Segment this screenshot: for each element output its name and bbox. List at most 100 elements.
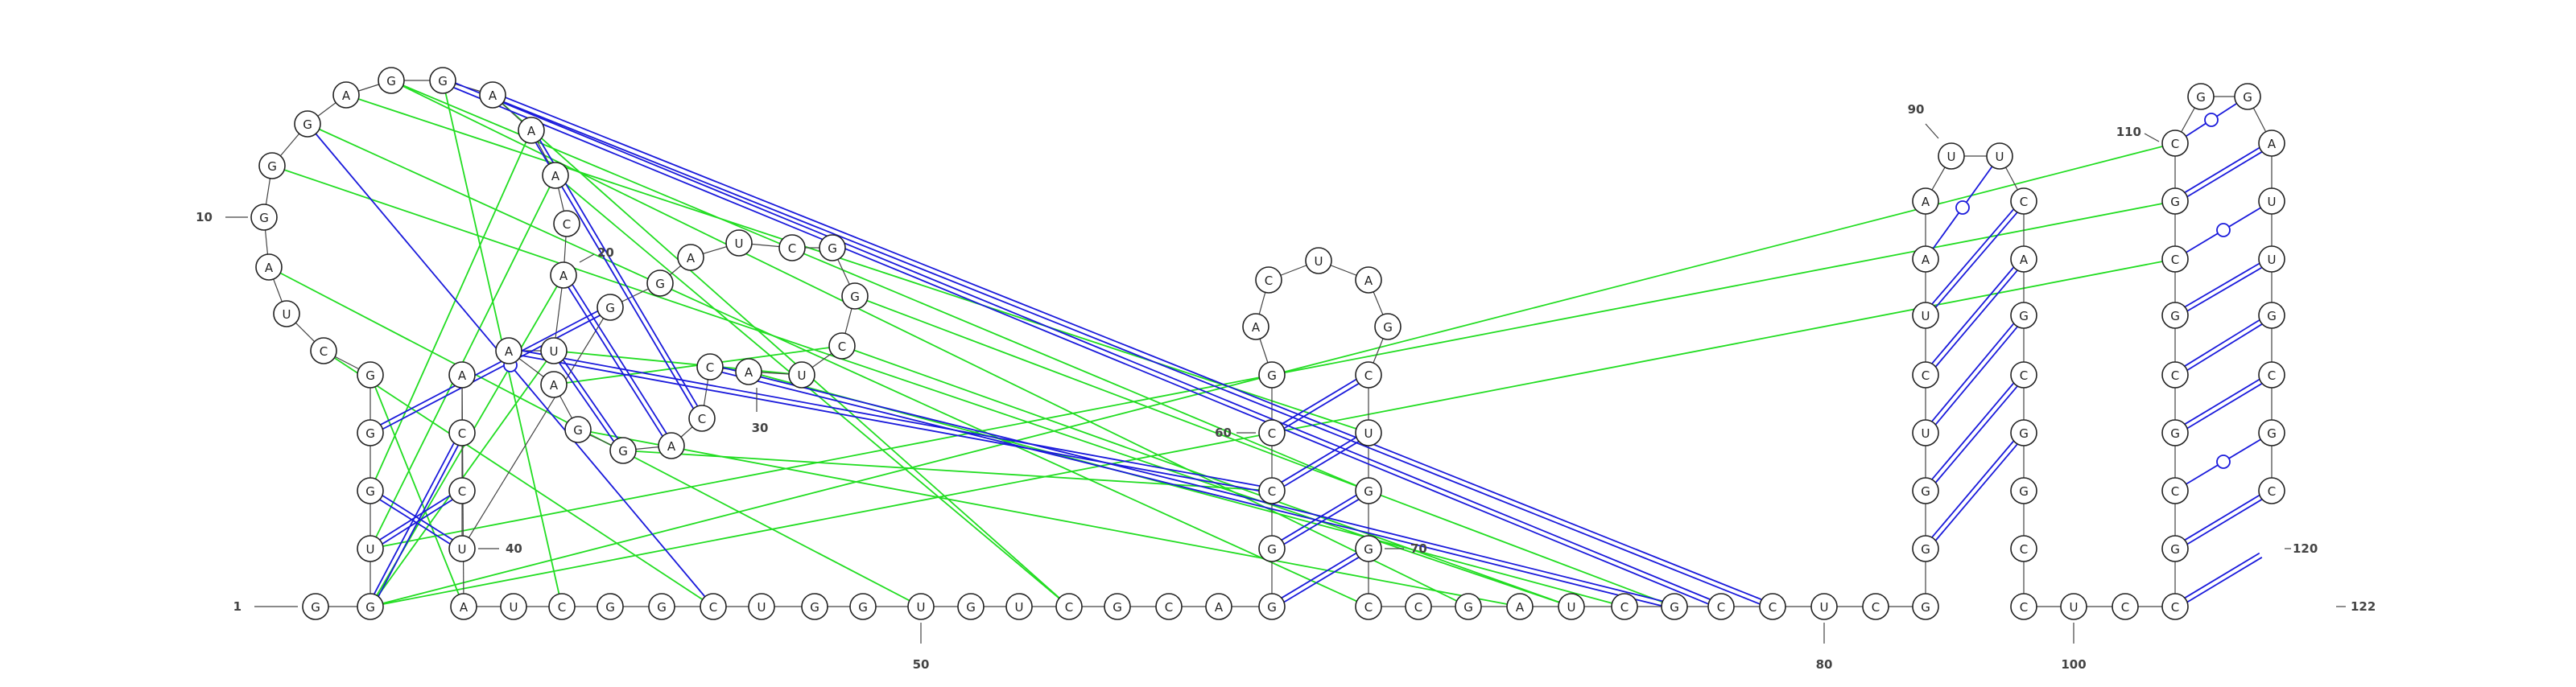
nucleotide-letter: C <box>709 600 717 615</box>
nucleotide-circle <box>448 361 476 389</box>
nucleotide-letter: C <box>2171 368 2179 383</box>
nucleotide-circle <box>2161 245 2189 273</box>
nucleotide-circle <box>378 67 405 94</box>
nucleotide-letter: A <box>2020 253 2029 267</box>
nucleotide: C <box>1862 593 1889 620</box>
nucleotide-letter: G <box>438 74 448 88</box>
nucleotide-circle <box>1374 313 1402 340</box>
nucleotide-letter: G <box>605 600 615 615</box>
nucleotide: G <box>597 294 624 321</box>
nucleotide-letter: C <box>1364 600 1373 615</box>
nucleotide-letter: U <box>510 600 518 615</box>
nucleotide-circle <box>542 162 569 189</box>
tertiary-interaction-line <box>369 130 532 492</box>
nucleotide-circle <box>828 332 856 360</box>
nucleotide-circle <box>2010 535 2037 562</box>
nucleotide-circle <box>1661 593 1688 620</box>
gu-pair-symbol <box>2216 223 2231 237</box>
nucleotide-letter: G <box>2019 426 2029 441</box>
nucleotide-circle <box>2258 361 2285 389</box>
nucleotide-circle <box>2258 477 2285 504</box>
position-number: 110 <box>2116 125 2141 139</box>
nucleotide-circle <box>294 110 321 138</box>
nucleotide-circle <box>2187 83 2215 110</box>
nucleotide-circle <box>1205 593 1232 620</box>
tertiary-interaction-line <box>369 374 464 607</box>
nucleotide-letter: C <box>1769 600 1777 615</box>
nucleotide: U <box>725 229 753 257</box>
nucleotide-letter: G <box>1267 542 1277 557</box>
nucleotide-circle <box>646 269 674 297</box>
nucleotide: C <box>2161 361 2189 389</box>
canonical-pair-line <box>721 371 1662 607</box>
nucleotide: C <box>1255 266 1282 294</box>
nucleotide-circle <box>2234 83 2261 110</box>
canonical-pair-line <box>2186 266 2263 312</box>
tertiary-interaction-line <box>577 429 1521 607</box>
nucleotide-letter: G <box>2243 90 2252 105</box>
nucleotide-letter: A <box>527 124 536 138</box>
nucleotide: A <box>1506 593 1534 620</box>
nucleotide: U <box>448 535 476 562</box>
nucleotide-letter: G <box>858 600 868 615</box>
position-number: 40 <box>506 541 522 556</box>
nucleotide-circle <box>1355 593 1382 620</box>
gu-pair-symbol <box>2216 455 2231 469</box>
nucleotide: U <box>1912 302 1939 329</box>
canonical-pair-line <box>379 499 451 545</box>
position-number: 30 <box>752 421 769 435</box>
nucleotide-circle <box>1912 593 1939 620</box>
nucleotide-letter: C <box>458 484 466 499</box>
nucleotide-circle <box>2161 535 2189 562</box>
nucleotide-letter: A <box>2268 137 2277 151</box>
nucleotide-letter: C <box>1265 274 1273 288</box>
canonical-pair-line <box>723 367 1663 603</box>
canonical-pair-line <box>1281 552 1357 599</box>
nucleotide: A <box>677 244 704 271</box>
nucleotide: U <box>500 593 527 620</box>
nucleotide-letter: A <box>1922 253 1930 267</box>
nucleotide-letter: C <box>1620 600 1629 615</box>
numbering-tick <box>579 253 595 263</box>
nucleotide-circle <box>448 535 476 562</box>
numbering-tick <box>2144 133 2160 142</box>
nucleotide-letter: A <box>745 365 753 380</box>
nucleotide-letter: A <box>489 88 497 103</box>
nucleotide-letter: G <box>1921 600 1930 615</box>
nucleotide: G <box>1661 593 1688 620</box>
nucleotide: C <box>2010 187 2037 215</box>
nucleotide: G <box>1355 535 1382 562</box>
nucleotide-letter: G <box>850 290 860 304</box>
nucleotide: C <box>1258 419 1286 446</box>
nucleotide-circle <box>564 416 592 443</box>
canonical-pair-line <box>2186 383 2263 430</box>
nucleotide-circle <box>700 593 727 620</box>
nucleotide-circle <box>1258 593 1286 620</box>
nucleotide-letter: C <box>458 426 466 441</box>
nucleotide: A <box>332 81 360 109</box>
nucleotide-circle <box>2161 130 2189 157</box>
nucleotide-letter: G <box>259 211 269 225</box>
nucleotide-circle <box>648 593 675 620</box>
nucleotide-letter: U <box>1922 426 1930 441</box>
nucleotide-letter: A <box>1252 320 1261 335</box>
nucleotide-circle <box>2010 477 2037 504</box>
nucleotide-circle <box>735 358 762 385</box>
nucleotide-letter: G <box>1267 368 1277 383</box>
nucleotide: A <box>550 261 577 289</box>
tertiary-interaction-line <box>555 175 1070 607</box>
nucleotide-letter: A <box>1516 600 1525 615</box>
nucleotide-circle <box>1938 142 1965 170</box>
nucleotide-letter: U <box>1947 150 1956 164</box>
nucleotide-circle <box>273 300 300 327</box>
nucleotide-letter: G <box>2196 90 2206 105</box>
nucleotide: C <box>2161 593 2189 620</box>
nucleotide: G <box>2258 302 2285 329</box>
nucleotide-letter: U <box>1364 426 1373 441</box>
nucleotide: G <box>1258 593 1286 620</box>
tertiary-interaction-line <box>271 165 1572 607</box>
nucleotide-circle <box>1005 593 1033 620</box>
nucleotide: A <box>2010 245 2037 273</box>
nucleotide: G <box>957 593 985 620</box>
